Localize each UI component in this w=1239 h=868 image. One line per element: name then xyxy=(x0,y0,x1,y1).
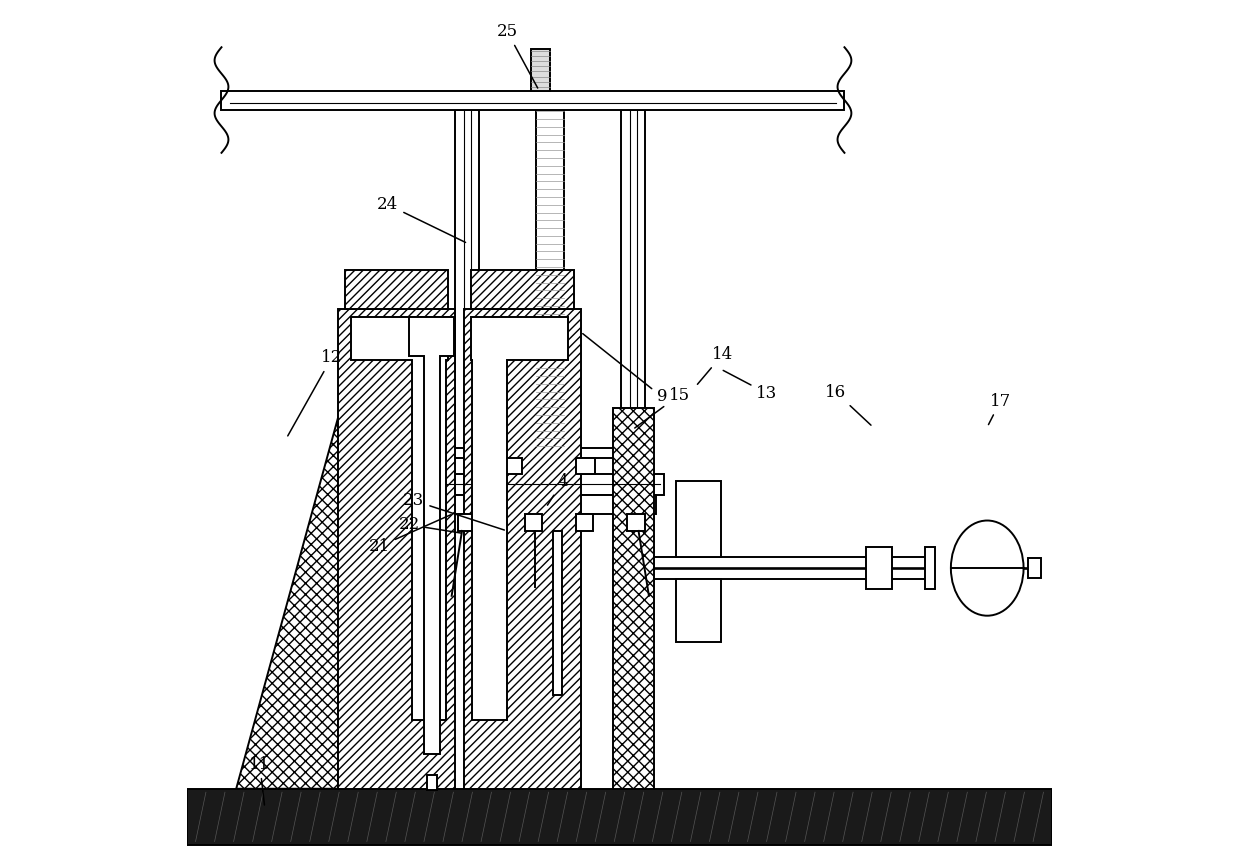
Text: 21: 21 xyxy=(368,515,451,555)
Bar xyxy=(503,458,522,474)
Bar xyxy=(926,548,935,589)
Text: 14: 14 xyxy=(698,346,733,385)
Bar xyxy=(338,308,455,789)
Bar xyxy=(553,531,561,695)
Bar xyxy=(445,495,655,514)
Bar xyxy=(455,109,479,451)
Bar xyxy=(675,579,721,641)
Bar xyxy=(426,775,437,791)
Ellipse shape xyxy=(950,521,1023,615)
Bar xyxy=(525,514,543,531)
Bar xyxy=(436,474,664,495)
Text: 23: 23 xyxy=(403,492,504,530)
Bar xyxy=(621,109,646,451)
Bar xyxy=(536,109,564,451)
Bar xyxy=(463,308,581,789)
Text: 11: 11 xyxy=(249,756,270,805)
Text: 24: 24 xyxy=(377,196,466,242)
Bar xyxy=(532,49,550,90)
Text: 15: 15 xyxy=(634,386,690,428)
Polygon shape xyxy=(237,417,338,789)
Text: 17: 17 xyxy=(989,392,1011,424)
Bar xyxy=(471,270,574,308)
Bar xyxy=(451,448,649,458)
Bar xyxy=(675,481,721,557)
Text: 22: 22 xyxy=(399,516,461,533)
Text: 4: 4 xyxy=(548,473,567,505)
Bar xyxy=(866,548,892,589)
Bar xyxy=(627,514,644,531)
Polygon shape xyxy=(471,317,567,720)
Bar xyxy=(1028,558,1041,578)
Bar xyxy=(187,789,1052,845)
Bar xyxy=(576,514,593,531)
Text: 16: 16 xyxy=(825,384,871,425)
Bar xyxy=(576,458,595,474)
Text: 12: 12 xyxy=(287,349,342,436)
Polygon shape xyxy=(409,317,455,754)
Polygon shape xyxy=(352,317,449,720)
Bar xyxy=(346,270,449,308)
Text: 9: 9 xyxy=(582,333,668,405)
Text: 13: 13 xyxy=(724,371,777,402)
Bar xyxy=(222,90,845,109)
Bar xyxy=(457,514,475,531)
Text: 25: 25 xyxy=(497,23,538,88)
Bar xyxy=(612,408,654,789)
